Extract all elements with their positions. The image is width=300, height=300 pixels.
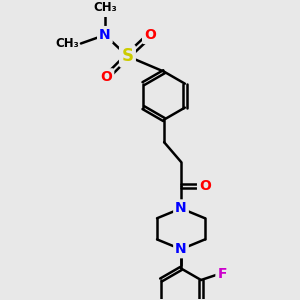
Text: O: O xyxy=(144,28,156,42)
Text: CH₃: CH₃ xyxy=(93,1,117,14)
Text: O: O xyxy=(199,179,211,193)
Text: S: S xyxy=(122,47,134,65)
Text: CH₃: CH₃ xyxy=(55,37,79,50)
Text: F: F xyxy=(218,267,227,281)
Text: N: N xyxy=(99,28,111,42)
Text: O: O xyxy=(100,70,112,84)
Text: N: N xyxy=(175,201,187,215)
Text: N: N xyxy=(175,242,187,256)
